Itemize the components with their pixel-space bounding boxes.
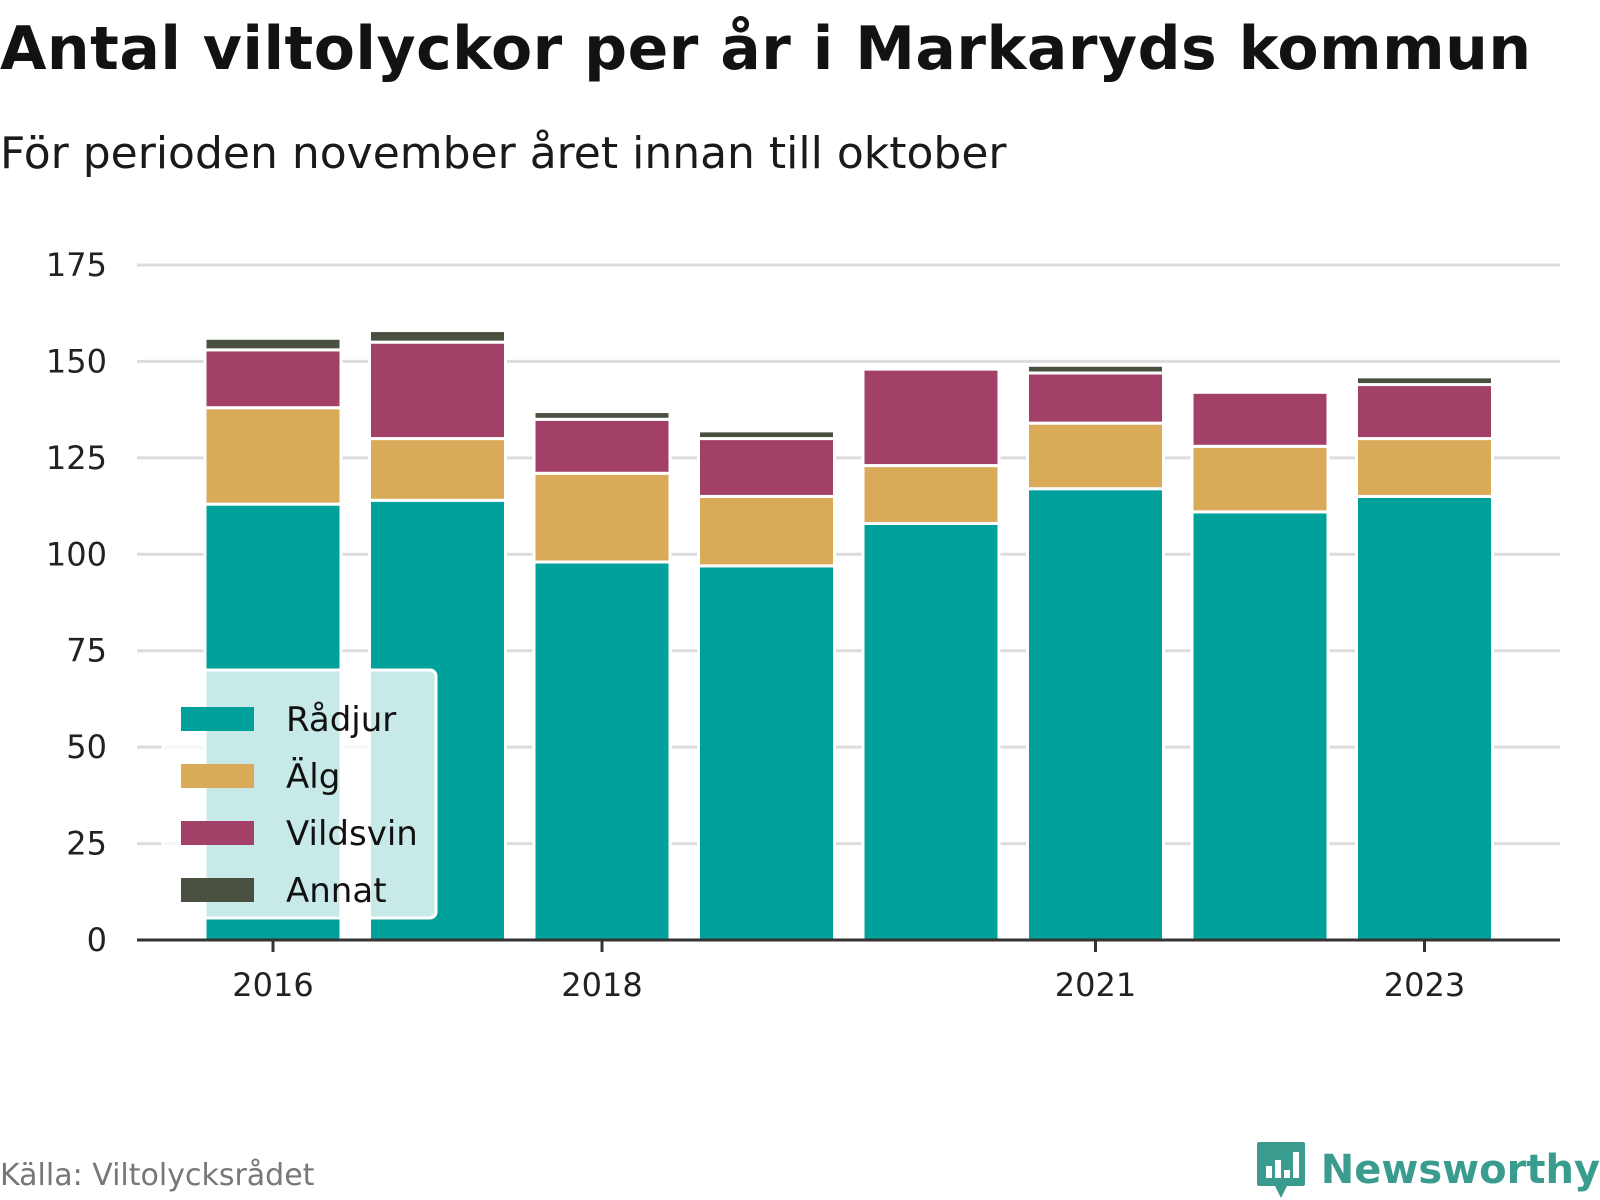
y-tick-label: 50 [66,728,107,766]
bar-älg-2016 [203,406,343,506]
bar-älg-2021 [1026,421,1165,491]
bar-älg-2019 [697,494,836,568]
x-tick-label: 2018 [561,966,642,1004]
bar-annat-2017 [368,329,507,344]
legend-label: Vildsvin [286,814,418,854]
bar-älg-2020 [861,464,1001,525]
y-tick-label: 75 [66,632,107,670]
x-axis-ticks: 2016 2018 2021 2023 [232,940,1465,1004]
y-axis-ticks: 0 25 50 75 100 125 150 175 [46,246,107,959]
bar-vildsvin-2019 [697,437,836,498]
bar-vildsvin-2023 [1355,383,1494,441]
newsworthy-icon [1256,1142,1305,1198]
bar-rådjur-2019 [697,564,836,942]
legend-label: Rådjur [286,700,396,740]
legend-label: Älg [286,757,340,797]
bar-rådjur-2023 [1355,494,1494,942]
y-tick-label: 150 [46,342,107,380]
bar-rådjur-2022 [1190,510,1330,942]
bar-vildsvin-2022 [1190,390,1330,448]
bar-vildsvin-2018 [532,417,672,475]
brand-name: Newsworthy [1320,1147,1600,1193]
bar-annat-2021 [1026,363,1165,375]
y-tick-label: 0 [87,921,107,959]
x-tick-label: 2023 [1384,966,1465,1004]
y-tick-label: 175 [46,246,107,284]
bar-rådjur-2020 [861,521,1001,942]
legend-swatch [181,707,254,731]
legend-box [161,668,438,920]
legend-label: Annat [286,871,387,911]
bar-rådjur-2021 [1026,487,1165,942]
chart-subtitle: För perioden november året innan till ok… [0,128,1007,179]
x-tick-label: 2016 [232,966,313,1004]
bar-annat-2018 [532,410,672,421]
y-tick-label: 125 [46,439,107,477]
bar-älg-2022 [1190,444,1330,514]
bar-vildsvin-2016 [203,348,343,410]
bar-annat-2016 [203,336,343,352]
bars [203,329,1494,942]
legend: Rådjur Älg Vildsvin Annat [161,668,438,920]
brand-logo: Newsworthy [1255,1140,1600,1200]
y-tick-label: 100 [46,535,107,573]
chart-title: Antal viltolyckor per år i Markaryds kom… [0,14,1532,84]
bar-älg-2017 [368,437,507,502]
legend-swatch [181,821,254,845]
stacked-bar-chart: 0 25 50 75 100 125 150 175 2016 2018 2021 2023 Råd… [46,246,1560,1004]
bar-älg-2023 [1355,437,1494,498]
bar-rådjur-2018 [532,560,672,942]
bar-vildsvin-2021 [1026,371,1165,425]
bar-vildsvin-2017 [368,340,507,441]
x-tick-label: 2021 [1055,966,1136,1004]
bar-vildsvin-2020 [861,367,1001,468]
legend-swatch [181,764,254,788]
bar-annat-2023 [1355,375,1494,387]
legend-swatch [181,878,254,902]
y-tick-label: 25 [66,825,107,863]
bar-älg-2018 [532,471,672,564]
source-note: Källa: Viltolycksrådet [0,1158,315,1193]
bar-annat-2019 [697,429,836,441]
